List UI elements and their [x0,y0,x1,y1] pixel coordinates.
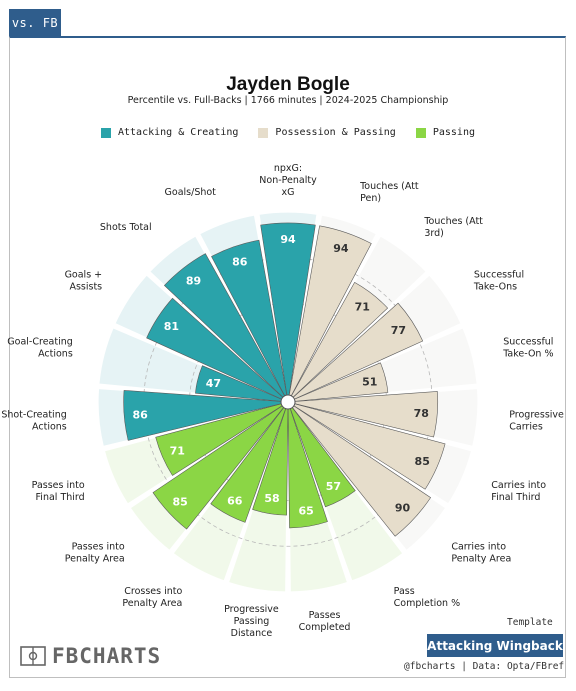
radar-value-label: 94 [280,233,296,246]
football-pitch-icon [20,646,46,666]
radar-value-label: 78 [414,407,429,420]
radar-value-label: 51 [362,375,377,388]
radar-category-label: Crosses into Penalty Area [122,586,182,609]
radar-value-label: 47 [206,377,221,390]
radar-value-label: 65 [298,504,313,517]
radar-value-label: 71 [170,445,185,458]
radar-value-label: 86 [232,256,248,269]
radar-value-label: 85 [415,455,430,468]
radar-center-hub [280,394,296,410]
radar-category-label: Carries into Penalty Area [451,541,511,564]
radar-value-label: 77 [391,324,406,337]
radar-category-label: Touches (Att 3rd) [423,216,483,239]
radar-value-label: 94 [333,242,349,255]
radar-value-label: 81 [164,320,179,333]
radar-category-label: Passes into Penalty Area [65,541,125,564]
legend: Attacking & Creating Possession & Passin… [0,127,576,138]
legend-label-attacking: Attacking & Creating [118,127,239,138]
legend-swatch-passing [415,127,426,138]
legend-label-possession: Possession & Passing [275,127,396,138]
radar-category-label: Successful Take-On % [502,337,553,360]
radar-value-label: 90 [395,501,411,514]
legend-item-possession: Possession & Passing [258,127,396,138]
page-title: Jayden Bogle [226,74,350,95]
legend-swatch-attacking [101,127,111,138]
radar-category-label: Goals + Assists [65,270,103,293]
radar-value-label: 57 [326,480,341,493]
radar-category-label: Goal-Creating Actions [7,337,73,360]
legend-item-attacking: Attacking & Creating [101,127,238,138]
legend-swatch-possession [258,127,269,138]
radar-value-label: 58 [264,492,279,505]
data-credit: @fbcharts | Data: Opta/FBref [404,661,565,672]
radar-category-label: Pass Completion % [394,586,460,609]
radar-category-label: Passes into Final Third [32,480,85,503]
radar-category-label: Shot-Creating Actions [1,409,66,432]
radar-category-label: Carries into Final Third [491,480,546,503]
legend-item-passing: Passing [415,127,475,138]
comparison-tab[interactable]: vs. FB [9,9,61,36]
template-badge[interactable]: Attacking Wingback [427,634,563,657]
radar-value-label: 71 [355,301,370,314]
radar-category-label: Touches (Att Pen) [359,181,419,204]
radar-value-label: 89 [186,275,201,288]
radar-category-label: Successful Take-Ons [473,270,524,293]
logo-text: FBCHARTS [52,644,162,668]
radar-category-label: npxG: Non-Penalty xG [259,163,317,198]
chart-subtitle: Percentile vs. Full-Backs | 1766 minutes… [127,95,449,106]
template-label: Template [507,617,553,628]
radar-category-label: Shots Total [100,222,152,233]
radar-value-label: 85 [173,495,188,508]
radar-category-label: Passes Completed [299,610,351,633]
brand-logo: FBCHARTS [20,644,161,668]
radar-value-label: 86 [132,408,148,421]
radar-value-label: 66 [227,494,243,507]
radar-category-label: Goals/Shot [165,187,217,198]
legend-label-passing: Passing [432,127,475,138]
radar-category-label: Progressive Passing Distance [224,604,279,639]
radar-category-label: Progressive Carries [509,409,564,432]
